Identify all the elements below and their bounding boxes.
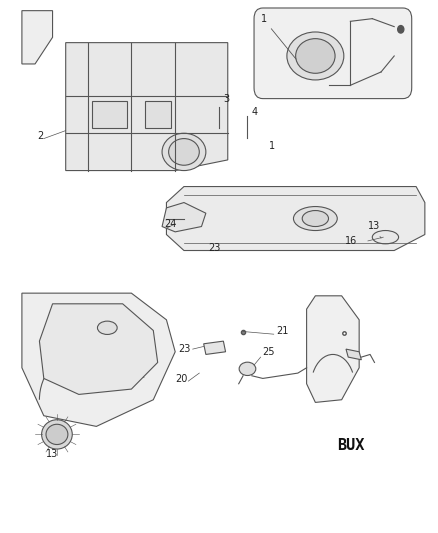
Ellipse shape [162, 133, 206, 171]
Text: 25: 25 [262, 347, 275, 357]
Text: 24: 24 [164, 219, 177, 229]
Text: 21: 21 [276, 326, 288, 336]
Ellipse shape [296, 39, 335, 73]
Text: BUX: BUX [337, 438, 364, 453]
Polygon shape [22, 293, 175, 426]
Ellipse shape [372, 230, 399, 244]
Ellipse shape [46, 424, 68, 445]
Text: 4: 4 [252, 107, 258, 117]
Text: 1: 1 [269, 141, 276, 151]
Text: 1: 1 [261, 14, 296, 59]
Text: 20: 20 [175, 374, 187, 384]
Text: 23: 23 [208, 243, 220, 253]
Ellipse shape [293, 207, 337, 231]
Polygon shape [22, 11, 53, 64]
Text: 2: 2 [37, 131, 43, 141]
Ellipse shape [42, 420, 72, 449]
Polygon shape [204, 341, 226, 354]
Text: 13: 13 [46, 449, 58, 459]
Text: 16: 16 [345, 236, 357, 246]
Ellipse shape [287, 32, 344, 80]
Bar [92, 101, 127, 128]
Polygon shape [166, 187, 425, 251]
FancyBboxPatch shape [254, 8, 412, 99]
Bar [145, 101, 171, 128]
Polygon shape [39, 304, 158, 394]
Ellipse shape [169, 139, 199, 165]
Ellipse shape [97, 321, 117, 335]
Text: 13: 13 [368, 221, 381, 238]
Circle shape [398, 26, 404, 33]
Polygon shape [346, 349, 361, 360]
Polygon shape [307, 296, 359, 402]
Polygon shape [162, 203, 206, 232]
Polygon shape [66, 43, 228, 171]
Ellipse shape [239, 362, 256, 376]
Text: 3: 3 [223, 94, 230, 104]
Text: 23: 23 [179, 344, 191, 354]
Ellipse shape [302, 211, 328, 227]
